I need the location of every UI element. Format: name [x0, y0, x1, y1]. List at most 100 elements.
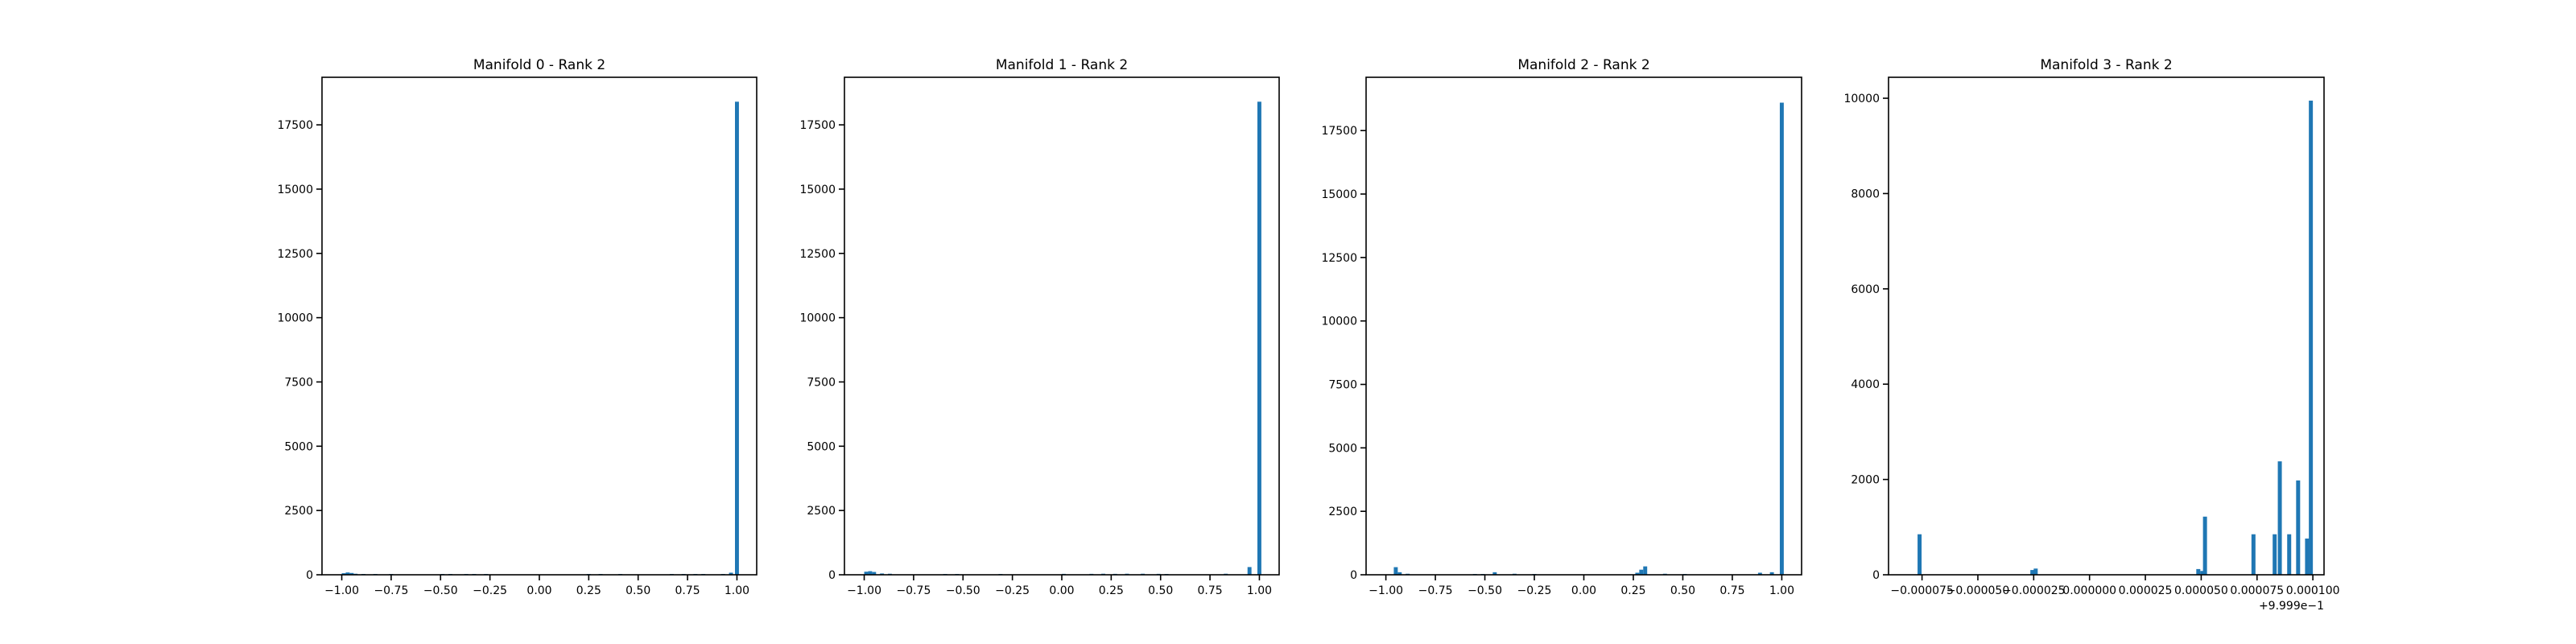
histogram-bar-1-0 — [864, 572, 869, 575]
x-tick-label: −0.75 — [374, 584, 408, 597]
y-tick-label: 5000 — [807, 440, 836, 453]
y-tick-label: 10000 — [277, 312, 313, 325]
x-tick-label: −0.50 — [423, 584, 458, 597]
histogram-bar-2-8 — [1635, 572, 1640, 575]
x-tick-label: 0.75 — [1198, 584, 1223, 597]
y-tick-label: 10000 — [799, 312, 836, 325]
y-tick-label: 12500 — [799, 248, 836, 261]
y-tick-label: 7500 — [1328, 379, 1357, 392]
x-tick-label: 0.25 — [1620, 584, 1645, 597]
axes-frame — [844, 76, 1280, 576]
y-tick-label: 0 — [306, 569, 313, 582]
y-tick-label: 17500 — [799, 119, 836, 132]
y-tick-label: 5000 — [1328, 442, 1357, 455]
histogram-bar-2-1 — [1397, 572, 1402, 575]
histogram-bar-2-9 — [1639, 569, 1644, 575]
y-tick-label: 5000 — [284, 440, 313, 453]
x-tick-label: 0.000025 — [2119, 584, 2173, 597]
x-tick-label: −0.000075 — [1890, 584, 1954, 597]
x-tick-label: 0.000050 — [2174, 584, 2228, 597]
histogram-bar-3-12 — [2309, 101, 2314, 576]
x-tick-label: −0.000025 — [2002, 584, 2066, 597]
x-tick-label: 0.00 — [1049, 584, 1074, 597]
y-tick-label: 15000 — [1321, 188, 1357, 201]
histogram-bar-3-6 — [2251, 534, 2256, 575]
x-tick-label: 0.75 — [1719, 584, 1744, 597]
y-tick-label: 15000 — [277, 184, 313, 196]
histogram-bar-1-18 — [1257, 101, 1261, 576]
x-offset-label: +9.999e−1 — [2259, 600, 2324, 613]
x-tick-label: 1.00 — [1769, 584, 1794, 597]
chart-title: Manifold 3 - Rank 2 — [2040, 57, 2172, 73]
x-tick-label: −0.75 — [896, 584, 931, 597]
x-tick-label: −0.25 — [1517, 584, 1552, 597]
x-tick-label: −0.75 — [1418, 584, 1453, 597]
chart-title: Manifold 1 - Rank 2 — [996, 57, 1128, 73]
histogram-bar-0-1 — [345, 572, 350, 575]
y-tick-label: 6000 — [1851, 283, 1880, 296]
axes-frame — [321, 76, 758, 576]
x-tick-label: 1.00 — [724, 584, 749, 597]
x-tick-label: −1.00 — [324, 584, 359, 597]
subplot-0: Manifold 0 - Rank 2 −1.00 −0.75 −0.50 −0.25 0… — [277, 57, 758, 597]
y-tick-label: 8000 — [1851, 188, 1880, 200]
histogram-bar-0-2 — [349, 572, 354, 575]
histogram-bar-1-17 — [1247, 567, 1252, 575]
x-tick-label: 0.75 — [675, 584, 700, 597]
x-tick-label: 0.50 — [625, 584, 650, 597]
chart-title: Manifold 2 - Rank 2 — [1517, 57, 1649, 73]
histogram-bar-3-1 — [2030, 570, 2035, 575]
histogram-bar-3-7 — [2273, 534, 2277, 575]
y-tick-label: 2500 — [807, 505, 836, 518]
histogram-bar-2-0 — [1393, 567, 1398, 575]
y-tick-label: 4000 — [1851, 378, 1880, 391]
histogram-bar-3-5 — [2202, 516, 2207, 575]
histogram-bar-2-13 — [1757, 572, 1762, 575]
y-tick-label: 2500 — [1328, 506, 1357, 518]
x-tick-label: 0.000100 — [2286, 584, 2340, 597]
histogram-bar-0-20 — [729, 572, 733, 575]
y-tick-label: 7500 — [284, 376, 313, 389]
subplot-2: Manifold 2 - Rank 2 −1.00 −0.75 −0.50 −0.25 0… — [1321, 57, 1802, 597]
chart-title: Manifold 0 - Rank 2 — [473, 57, 605, 73]
histogram-bar-3-10 — [2296, 480, 2301, 575]
x-tick-label: −0.50 — [946, 584, 980, 597]
histogram-bar-3-11 — [2305, 539, 2310, 575]
y-tick-label: 2500 — [284, 505, 313, 518]
axes-frame — [1888, 76, 2325, 576]
x-tick-label: 0.50 — [1148, 584, 1173, 597]
x-tick-label: −0.25 — [473, 584, 507, 597]
x-tick-label: 0.00 — [1571, 584, 1596, 597]
histogram-bar-2-5 — [1492, 572, 1497, 575]
histogram-bar-0-0 — [341, 573, 346, 575]
y-tick-label: 0 — [1350, 569, 1357, 582]
histogram-bar-2-15 — [1779, 102, 1784, 575]
x-tick-label: 0.00 — [526, 584, 551, 597]
x-tick-label: −0.25 — [995, 584, 1030, 597]
histogram-bar-2-10 — [1643, 566, 1648, 575]
histogram-bar-3-0 — [1918, 534, 1922, 575]
histogram-bar-3-4 — [2200, 571, 2205, 575]
x-tick-label: −0.50 — [1468, 584, 1502, 597]
subplot-3: Manifold 3 - Rank 2 −0.000075−0.000050−0.… — [1843, 57, 2339, 613]
histogram-bar-3-8 — [2277, 461, 2282, 575]
histogram-bar-0-21 — [735, 101, 739, 576]
x-tick-label: 0.25 — [576, 584, 601, 597]
histogram-bar-3-3 — [2196, 568, 2201, 575]
y-tick-label: 12500 — [277, 248, 313, 261]
subplot-1: Manifold 1 - Rank 2 −1.00 −0.75 −0.50 −0.25 0… — [799, 57, 1280, 597]
x-tick-label: −1.00 — [1368, 584, 1403, 597]
x-tick-label: 0.000000 — [2062, 584, 2116, 597]
histogram-bar-2-14 — [1769, 572, 1774, 575]
axes-frame — [1365, 76, 1802, 576]
y-tick-label: 10000 — [1843, 93, 1880, 105]
x-tick-label: 0.000075 — [2230, 584, 2284, 597]
y-tick-label: 0 — [1872, 569, 1880, 582]
y-tick-label: 10000 — [1321, 316, 1357, 328]
histogram-bar-3-9 — [2287, 534, 2292, 575]
y-tick-label: 7500 — [807, 376, 836, 389]
y-tick-label: 17500 — [1321, 125, 1357, 138]
y-tick-label: 12500 — [1321, 252, 1357, 265]
x-tick-label: 0.50 — [1670, 584, 1695, 597]
x-tick-label: −0.000050 — [1946, 584, 2010, 597]
